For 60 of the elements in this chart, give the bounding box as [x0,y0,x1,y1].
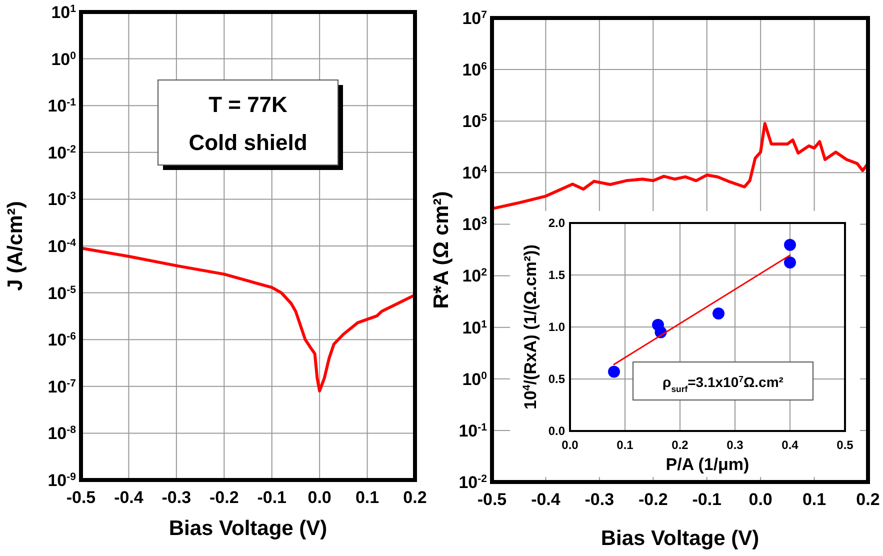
x-axis-title: Bias Voltage (V) [600,527,760,550]
y-tick-label: 10$^{0}$ [462,370,488,389]
annotation: Cold shield [188,130,308,155]
y-tick-label: 10$^{-4}$ [48,236,76,256]
y-tick-label: 2.0 [548,216,566,230]
x-tick-label: 0.0 [562,438,579,452]
y-tick-label: 10$^{7}$ [462,8,488,28]
y-tick-label: 10$^{1}$ [462,318,488,338]
x-tick-label: 0.1 [616,438,634,452]
x-tick-label: -0.2 [638,490,668,509]
x-tick-label: -0.4 [531,490,561,509]
x-axis-title: P/A (1/μm) [666,455,750,474]
y-tick-label: 10$^{4}$ [462,164,488,183]
annotation: ρ$_{surf}$=3.1x10$^{7}$Ω.cm² [662,374,784,394]
y-tick-label: 10$^{0}$ [51,50,76,69]
y-tick-label: 10$^{-2}$ [458,472,488,492]
y-tick-label: 10$^{-2}$ [48,143,76,162]
x-tick-label: 0.2 [672,438,689,452]
x-tick-label: -0.5 [66,488,96,507]
x-tick-label: 0.1 [355,488,380,507]
y-tick-label: 10$^{6}$ [462,60,488,80]
x-tick-label: 0.1 [802,490,826,509]
y-axis-title: R*A (Ω cm²) [430,191,453,309]
point [608,366,620,378]
y-tick-label: 10$^{1}$ [51,2,76,22]
annotation: T = 77K [208,92,288,117]
x-tick-label: 0.5 [836,438,854,452]
x-tick-label: -0.1 [692,490,722,509]
x-tick-label: 0.0 [748,490,772,509]
y-tick-label: 0.0 [548,424,566,438]
x-tick-label: 0.4 [782,438,799,452]
y-tick-label: 10$^{-9}$ [48,470,76,490]
y-tick-label: 10$^{-7}$ [48,377,76,396]
point [712,307,724,320]
y-tick-label: 1.5 [548,268,566,282]
x-tick-label: -0.3 [162,488,192,507]
y-tick-label: 10$^{2}$ [462,266,488,286]
point [784,238,796,251]
y-tick-label: 10$^{-1}$ [458,421,488,440]
y-axis-title: J (A/cm²) [4,201,27,291]
x-tick-label: 0.2 [856,490,880,509]
y-tick-label: 10$^{-5}$ [48,284,76,303]
y-tick-label: 0.5 [548,372,566,386]
x-tick-label: 0.2 [403,488,427,507]
x-axis-title: Bias Voltage (V) [168,517,328,540]
x-tick-label: 0.0 [308,488,332,507]
x-tick-label: -0.5 [477,490,507,509]
x-tick-label: -0.1 [257,488,287,507]
y-tick-label: 10$^{-6}$ [48,330,76,350]
y-tick-label: 10$^{-1}$ [48,96,76,116]
y-tick-label: 1.0 [548,320,566,334]
x-tick-label: 0.3 [726,438,744,452]
point [784,256,796,269]
x-tick-label: -0.3 [584,490,614,509]
x-tick-label: -0.4 [114,488,144,507]
y-tick-label: 10$^{5}$ [462,112,488,132]
y-tick-label: 10$^{-8}$ [48,424,76,444]
y-tick-label: 10$^{-3}$ [48,190,76,210]
y-tick-label: 10$^{3}$ [462,215,488,234]
x-tick-label: -0.2 [209,488,239,507]
